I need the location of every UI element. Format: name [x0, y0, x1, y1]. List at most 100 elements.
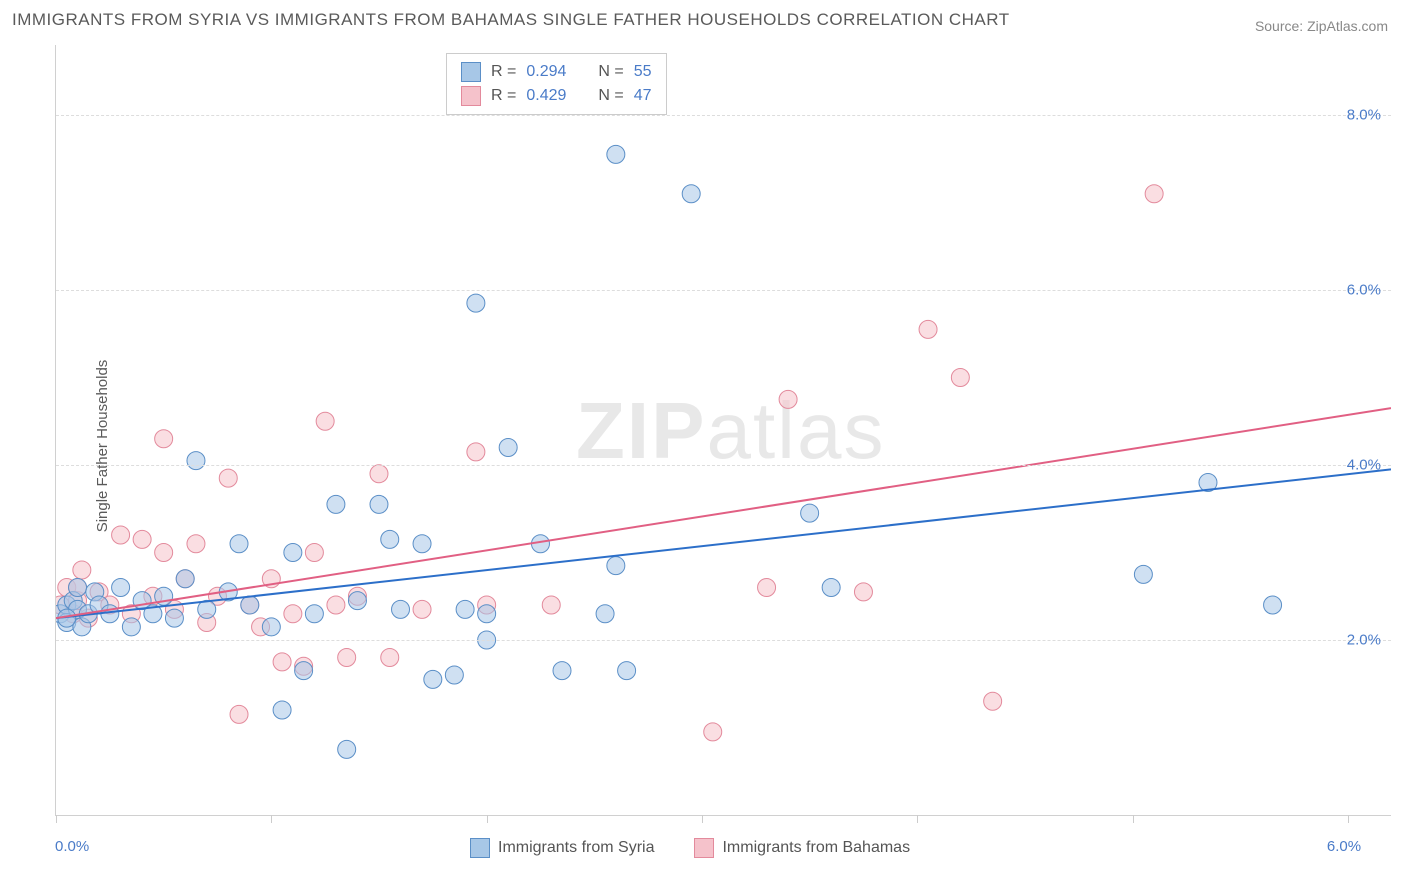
data-point	[316, 412, 334, 430]
data-point	[607, 557, 625, 575]
data-point	[779, 390, 797, 408]
x-tick	[1348, 815, 1349, 823]
data-point	[112, 579, 130, 597]
data-point	[198, 600, 216, 618]
swatch-bahamas	[461, 86, 481, 106]
r-label-2: R =	[491, 84, 516, 108]
data-point	[155, 544, 173, 562]
data-point	[553, 662, 571, 680]
data-point	[392, 600, 410, 618]
data-point	[1145, 185, 1163, 203]
data-point	[467, 443, 485, 461]
data-point	[596, 605, 614, 623]
legend-swatch-syria	[470, 838, 490, 858]
data-point	[133, 530, 151, 548]
data-point	[305, 544, 323, 562]
data-point	[542, 596, 560, 614]
swatch-syria	[461, 62, 481, 82]
data-point	[1264, 596, 1282, 614]
data-point	[456, 600, 474, 618]
data-point	[682, 185, 700, 203]
scatter-svg	[56, 45, 1391, 815]
data-point	[499, 439, 517, 457]
n-label-2: N =	[598, 84, 623, 108]
data-point	[370, 495, 388, 513]
data-point	[413, 535, 431, 553]
bahamas-n-value: 47	[634, 84, 652, 108]
data-point	[176, 570, 194, 588]
data-point	[338, 740, 356, 758]
legend-item-bahamas: Immigrants from Bahamas	[694, 838, 910, 858]
data-point	[73, 561, 91, 579]
data-point	[273, 701, 291, 719]
data-point	[951, 369, 969, 387]
gridline-h	[56, 465, 1391, 466]
stats-row-syria: R = 0.294 N = 55	[461, 60, 652, 84]
x-tick	[1133, 815, 1134, 823]
data-point	[424, 670, 442, 688]
data-point	[822, 579, 840, 597]
data-point	[348, 592, 366, 610]
r-label: R =	[491, 60, 516, 84]
gridline-h	[56, 115, 1391, 116]
data-point	[112, 526, 130, 544]
data-point	[854, 583, 872, 601]
data-point	[155, 430, 173, 448]
y-tick-label: 8.0%	[1347, 107, 1381, 124]
y-tick-label: 2.0%	[1347, 632, 1381, 649]
data-point	[284, 544, 302, 562]
plot-area: ZIPatlas R = 0.294 N = 55 R = 0.429 N = …	[55, 45, 1391, 816]
data-point	[69, 579, 87, 597]
syria-n-value: 55	[634, 60, 652, 84]
x-tick-label-max: 6.0%	[1327, 838, 1361, 855]
data-point	[327, 495, 345, 513]
x-tick	[56, 815, 57, 823]
data-point	[467, 294, 485, 312]
y-tick-label: 6.0%	[1347, 282, 1381, 299]
stats-row-bahamas: R = 0.429 N = 47	[461, 84, 652, 108]
data-point	[984, 692, 1002, 710]
data-point	[370, 465, 388, 483]
data-point	[607, 145, 625, 163]
legend-item-syria: Immigrants from Syria	[470, 838, 654, 858]
data-point	[381, 649, 399, 667]
gridline-h	[56, 290, 1391, 291]
chart-container: IMMIGRANTS FROM SYRIA VS IMMIGRANTS FROM…	[0, 0, 1406, 892]
bottom-legend: Immigrants from Syria Immigrants from Ba…	[470, 838, 910, 858]
legend-label-bahamas: Immigrants from Bahamas	[722, 839, 910, 857]
data-point	[618, 662, 636, 680]
data-point	[230, 535, 248, 553]
data-point	[273, 653, 291, 671]
data-point	[758, 579, 776, 597]
data-point	[1134, 565, 1152, 583]
data-point	[919, 320, 937, 338]
gridline-h	[56, 640, 1391, 641]
data-point	[219, 469, 237, 487]
legend-label-syria: Immigrants from Syria	[498, 839, 654, 857]
data-point	[165, 609, 183, 627]
data-point	[381, 530, 399, 548]
x-tick-label-min: 0.0%	[55, 838, 89, 855]
data-point	[230, 705, 248, 723]
chart-title: IMMIGRANTS FROM SYRIA VS IMMIGRANTS FROM…	[12, 10, 1010, 30]
legend-swatch-bahamas	[694, 838, 714, 858]
data-point	[262, 618, 280, 636]
n-label: N =	[598, 60, 623, 84]
data-point	[241, 596, 259, 614]
trend-line	[56, 408, 1391, 618]
data-point	[284, 605, 302, 623]
data-point	[187, 452, 205, 470]
stats-legend-box: R = 0.294 N = 55 R = 0.429 N = 47	[446, 53, 667, 115]
source-attribution: Source: ZipAtlas.com	[1255, 18, 1388, 34]
data-point	[327, 596, 345, 614]
data-point	[801, 504, 819, 522]
x-tick	[917, 815, 918, 823]
data-point	[413, 600, 431, 618]
data-point	[305, 605, 323, 623]
data-point	[295, 662, 313, 680]
bahamas-r-value: 0.429	[526, 84, 566, 108]
data-point	[478, 605, 496, 623]
x-tick	[271, 815, 272, 823]
trend-line	[56, 469, 1391, 618]
data-point	[445, 666, 463, 684]
